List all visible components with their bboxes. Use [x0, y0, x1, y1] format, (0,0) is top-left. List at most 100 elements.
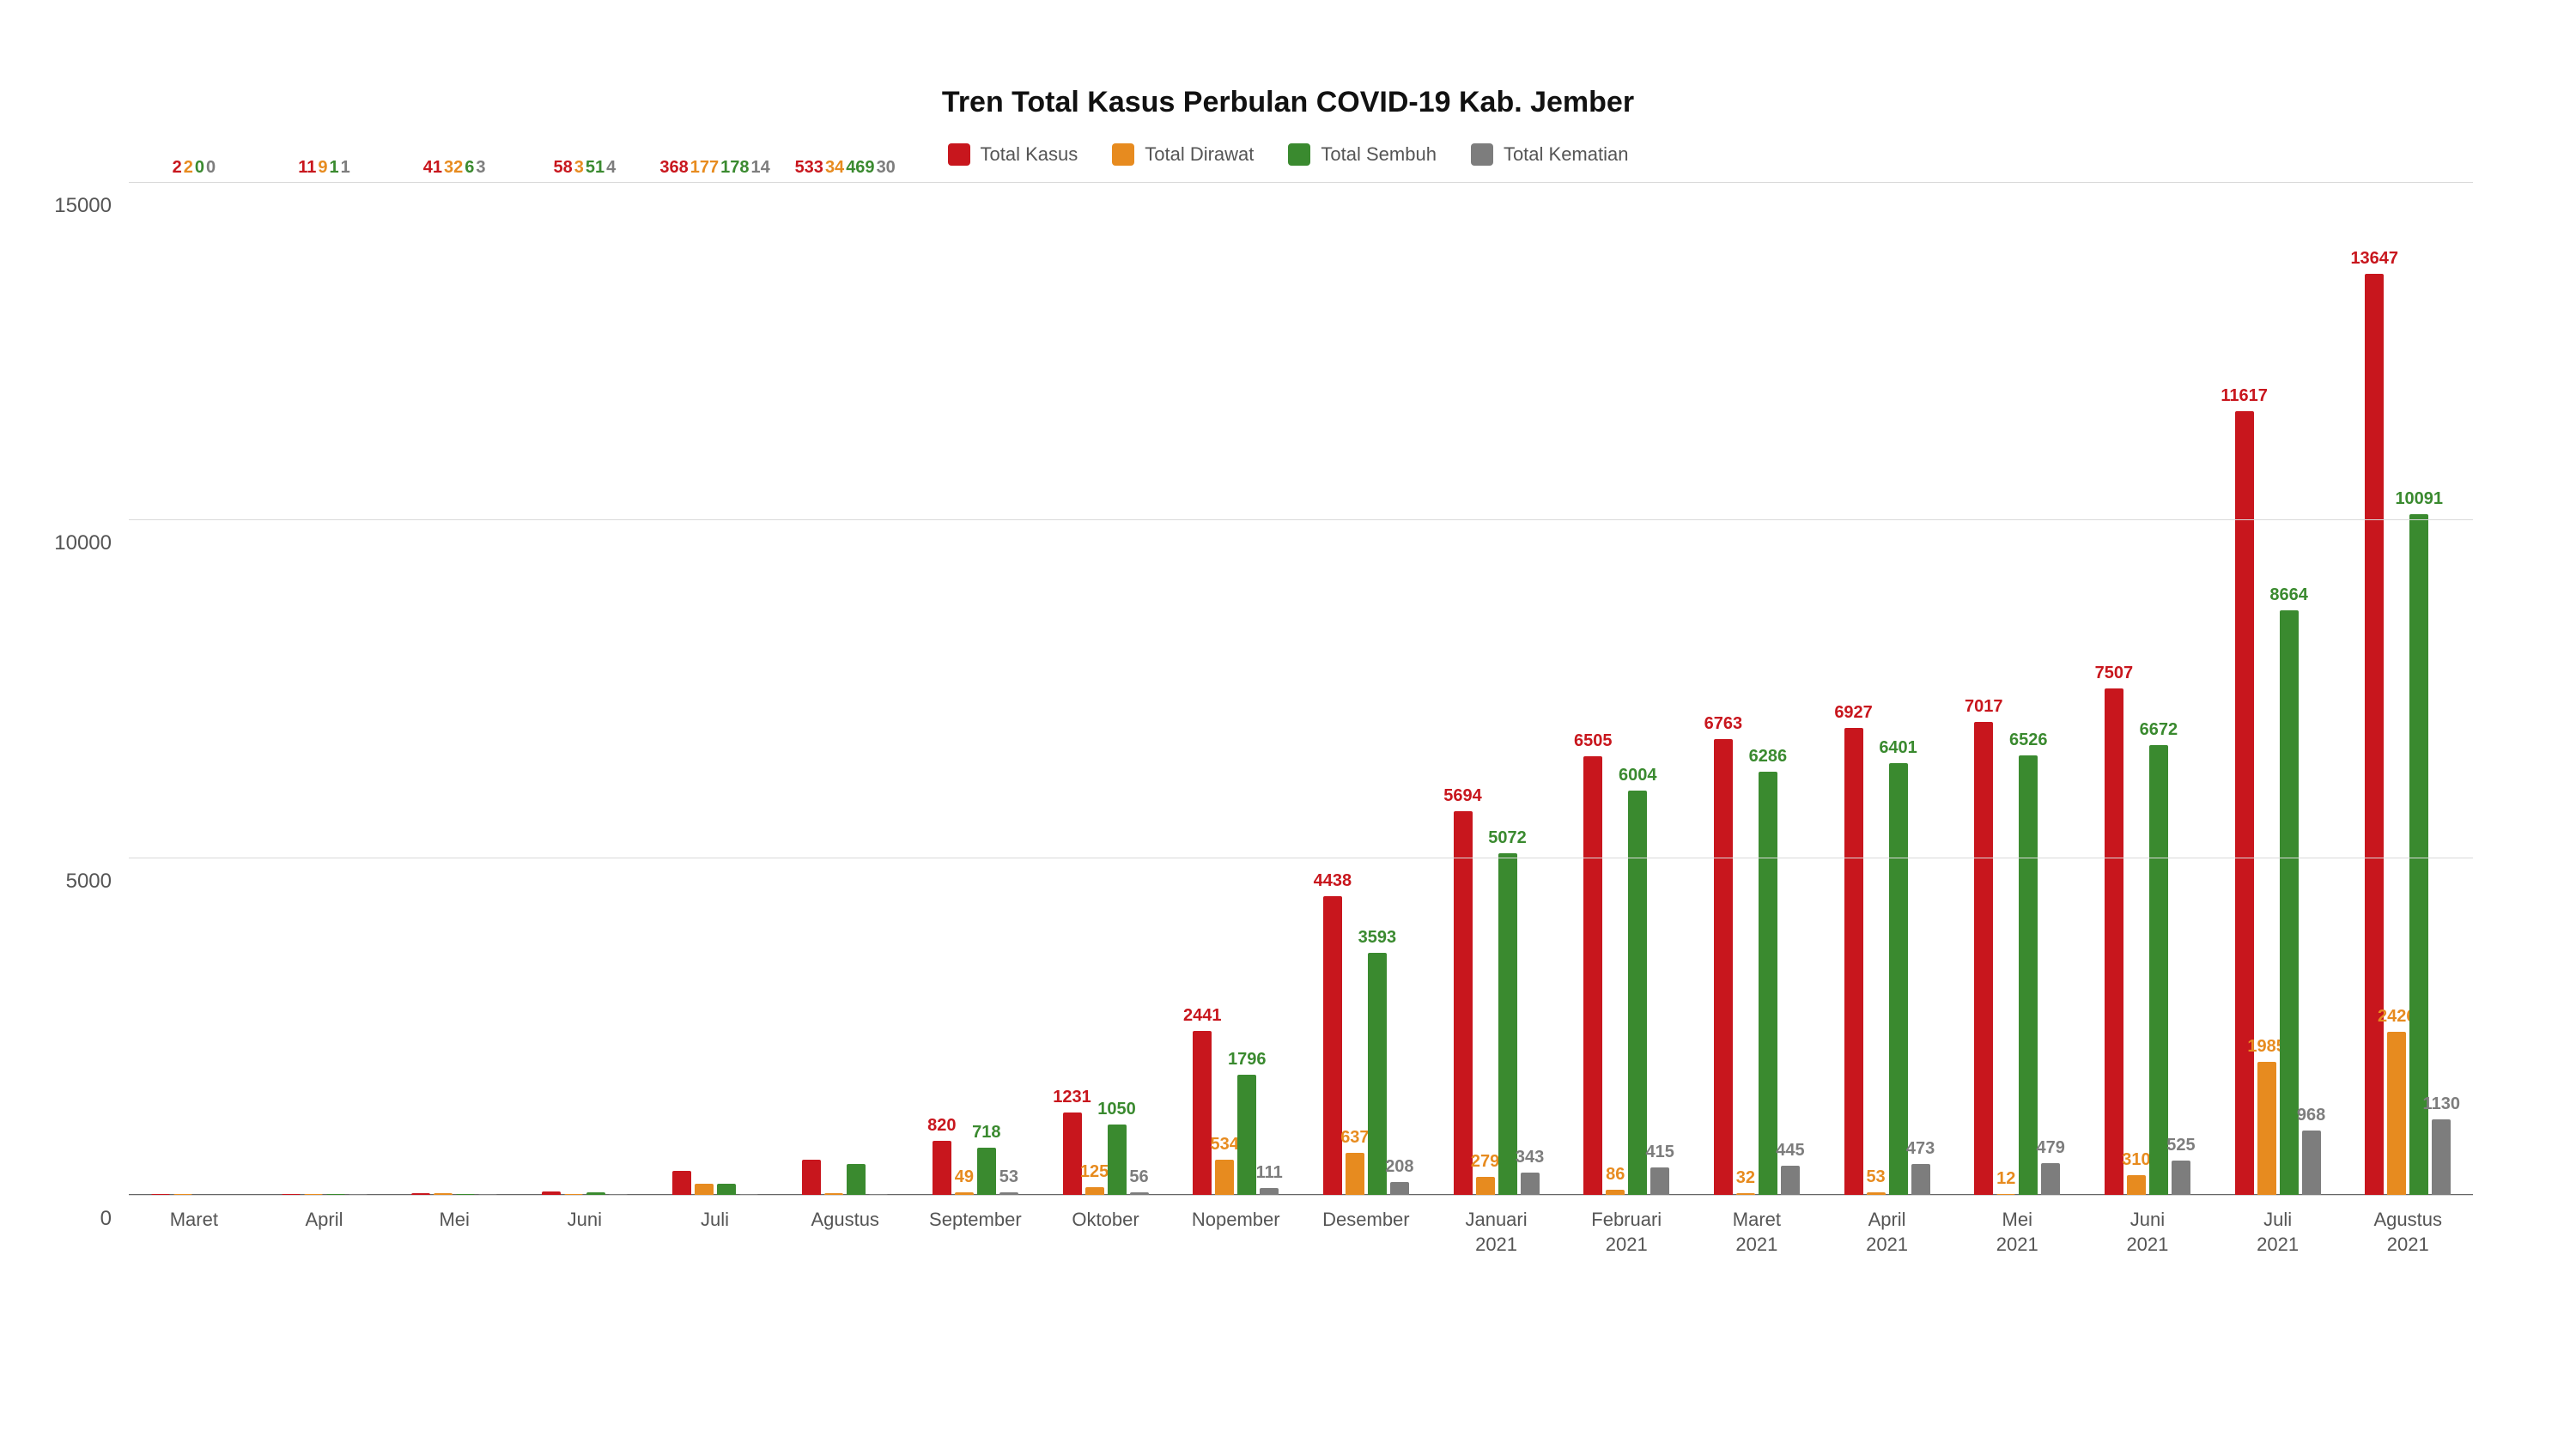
data-label: 3: [574, 158, 584, 178]
bar-group: 6763326286445: [1692, 183, 1822, 1196]
data-label: 6672: [2140, 720, 2178, 740]
gridline: 15000: [129, 182, 2473, 183]
x-axis-tick-label: Juni2021: [2082, 1208, 2213, 1257]
data-label: 6286: [1749, 747, 1788, 767]
data-label: 4438: [1314, 871, 1352, 891]
data-label: 5072: [1488, 828, 1527, 848]
bar: 6927: [1844, 728, 1863, 1196]
y-axis-tick-label: 5000: [66, 870, 112, 894]
data-label: 34: [825, 158, 844, 178]
bar: [672, 1171, 691, 1196]
data-label: 2: [184, 158, 193, 178]
bar-group: 24415341796111: [1170, 183, 1301, 1196]
data-label: 2: [173, 158, 182, 178]
compact-data-labels: 583514: [553, 158, 616, 178]
data-label: 208: [1385, 1157, 1413, 1177]
bar: 1050: [1108, 1125, 1127, 1196]
bar: 968: [2302, 1131, 2321, 1196]
x-axis-tick-label: Agustus2021: [2342, 1208, 2473, 1257]
bar: 6763: [1714, 739, 1733, 1196]
x-axis-tick-label: April: [259, 1208, 390, 1257]
data-label: 6401: [1879, 738, 1917, 758]
bar-group: 36817717814: [650, 183, 781, 1196]
bar: 208: [1390, 1182, 1409, 1196]
bar: 6526: [2019, 755, 2038, 1196]
gridline: 10000: [129, 519, 2473, 520]
bar: 479: [2041, 1163, 2060, 1196]
bar: [802, 1160, 821, 1196]
gridline: 0: [129, 1195, 2473, 1196]
x-axis-tick-label: Juni: [519, 1208, 650, 1257]
compact-data-labels: 2200: [173, 158, 216, 178]
bar: 534: [1215, 1160, 1234, 1196]
bar-group: 7507 310 6672 525: [2082, 183, 2213, 1196]
data-label: 53: [1866, 1167, 1885, 1187]
bar-group: 56942795072343: [1431, 183, 1562, 1196]
bar: 6004: [1628, 791, 1647, 1196]
data-label: 445: [1776, 1141, 1804, 1161]
bar: 1130: [2432, 1119, 2451, 1196]
bar: 8664: [2280, 610, 2299, 1196]
bar-group: 8204971853: [910, 183, 1041, 1196]
bar: 5072: [1498, 853, 1517, 1196]
x-axis-tick-label: Mei2021: [1952, 1208, 2082, 1257]
data-label: 525: [2166, 1136, 2195, 1155]
data-label: 5694: [1443, 786, 1482, 806]
data-label: 3593: [1358, 928, 1397, 948]
legend-swatch: [1112, 143, 1134, 166]
bar-group: 11617 19858664968: [2213, 183, 2343, 1196]
data-label: 279: [1471, 1152, 1499, 1172]
x-axis-tick-label: Maret2021: [1692, 1208, 1822, 1257]
data-label: 820: [927, 1116, 956, 1136]
x-axis-labels: MaretAprilMeiJuniJuliAgustusSeptemberOkt…: [129, 1208, 2473, 1257]
bar: [847, 1164, 866, 1196]
legend-label: Total Dirawat: [1145, 143, 1254, 166]
data-label: 473: [1906, 1139, 1935, 1159]
bar: 1231: [1063, 1113, 1082, 1196]
data-label: 310: [2122, 1150, 2150, 1170]
bar: 637: [1346, 1153, 1364, 1196]
legend-swatch: [1288, 143, 1310, 166]
bar: 820: [933, 1141, 951, 1197]
x-axis-tick-label: Juli2021: [2213, 1208, 2343, 1257]
data-label: 6763: [1704, 714, 1743, 734]
data-label: 343: [1516, 1148, 1544, 1167]
bar: [695, 1184, 714, 1196]
data-label: 6526: [2009, 731, 2048, 750]
bar: 2441: [1193, 1031, 1212, 1196]
y-axis-tick-label: 15000: [54, 194, 112, 218]
bar: 415: [1650, 1167, 1669, 1196]
data-label: 11617: [2221, 386, 2268, 406]
data-label: 7507: [2095, 664, 2134, 683]
bar: 310: [2127, 1175, 2146, 1196]
data-label: 14: [750, 158, 769, 178]
data-label: 718: [972, 1123, 1000, 1143]
bar-group: 44386373593208: [1301, 183, 1431, 1196]
x-axis-tick-label: April2021: [1822, 1208, 1953, 1257]
bar-groups: 2200119114132635835143681771781453334469…: [129, 183, 2473, 1196]
data-label: 1231: [1053, 1088, 1091, 1107]
data-label: 469: [846, 158, 874, 178]
data-label: 533: [795, 158, 823, 178]
data-label: 13647: [2350, 249, 2398, 269]
data-label: 30: [877, 158, 896, 178]
bar: 1796: [1237, 1075, 1256, 1196]
bar: 3593: [1368, 953, 1387, 1196]
data-label: 479: [2037, 1138, 2065, 1158]
data-label: 534: [1211, 1135, 1239, 1155]
bar-group: 6505866004415: [1561, 183, 1692, 1196]
data-label: 6004: [1619, 766, 1657, 785]
bar: 6401: [1889, 763, 1908, 1196]
data-label: 2441: [1183, 1006, 1222, 1026]
data-label: 3: [476, 158, 485, 178]
bar-group: 5333446930: [780, 183, 910, 1196]
bar: 525: [2172, 1161, 2190, 1196]
bar: 1985: [2257, 1062, 2276, 1196]
legend-label: Total Sembuh: [1321, 143, 1437, 166]
chart-title: Tren Total Kasus Perbulan COVID-19 Kab. …: [103, 86, 2473, 119]
legend-item: Total Dirawat: [1112, 143, 1254, 166]
compact-data-labels: 36817717814: [659, 158, 769, 178]
bar: 473: [1911, 1164, 1930, 1196]
legend-label: Total Kasus: [981, 143, 1078, 166]
data-label: 6927: [1834, 703, 1873, 723]
